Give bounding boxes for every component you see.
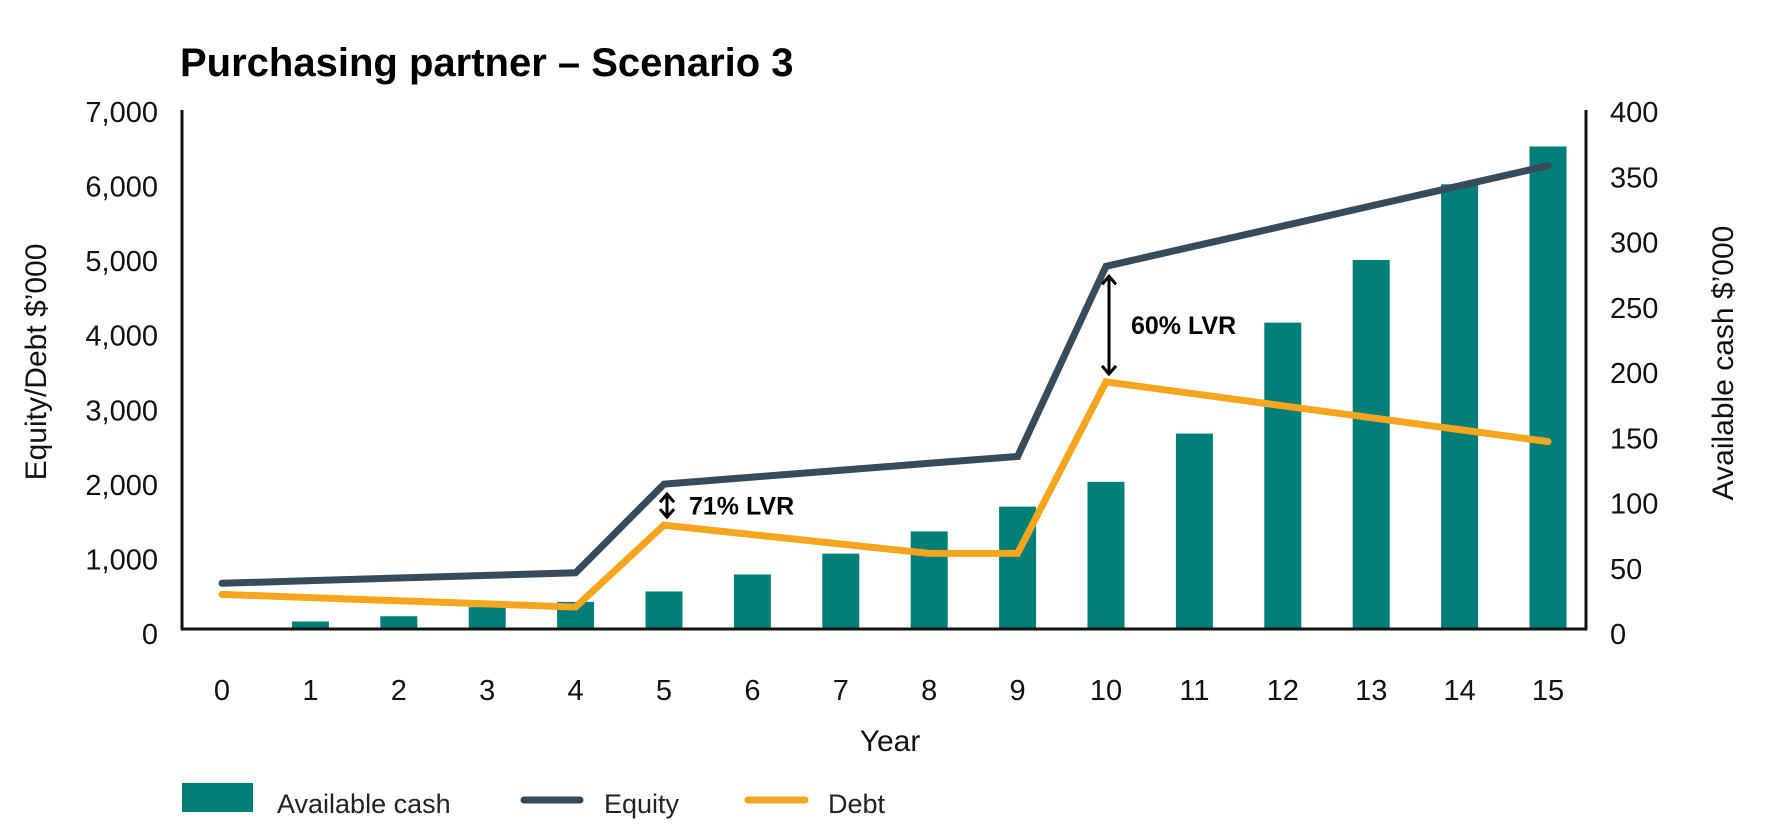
bar-available-cash-year-3 — [468, 607, 506, 628]
bar-available-cash-year-8 — [910, 531, 948, 628]
x-tick-label: 14 — [1443, 675, 1475, 707]
bar-available-cash-year-5 — [645, 591, 683, 628]
left-tick-label: 5,000 — [85, 246, 158, 278]
bar-available-cash-year-11 — [1175, 433, 1213, 628]
bar-available-cash-year-12 — [1264, 322, 1302, 628]
x-tick-label: 2 — [391, 675, 407, 707]
x-tick-label: 10 — [1090, 675, 1122, 707]
left-tick-label: 6,000 — [85, 172, 158, 204]
bar-available-cash-year-14 — [1441, 184, 1479, 629]
left-tick-label: 2,000 — [85, 470, 158, 502]
bar-available-cash-year-1 — [291, 621, 329, 628]
right-tick-label: 200 — [1610, 358, 1658, 390]
x-tick-label: 5 — [656, 675, 672, 707]
right-tick-label: 250 — [1610, 293, 1658, 325]
bar-available-cash-year-10 — [1087, 481, 1125, 628]
x-axis-ticks: 0 1 2 3 4 5 6 7 8 9 10 11 12 13 14 15 — [214, 675, 1564, 707]
right-tick-label: 50 — [1610, 554, 1642, 586]
x-axis-title: Year — [860, 725, 921, 758]
bar-available-cash-year-2 — [380, 616, 418, 628]
lvr-annotation-label: 60% LVR — [1131, 312, 1236, 340]
bar-available-cash-year-15 — [1529, 146, 1567, 628]
x-tick-label: 8 — [921, 675, 937, 707]
lvr-annotation: 60% LVR — [1100, 274, 1236, 377]
right-axis-ticks: 0 50 100 150 200 250 300 350 400 — [1610, 97, 1658, 651]
right-axis-title: Available cash $’000 — [1707, 226, 1740, 501]
arrow-down-icon — [1100, 364, 1118, 377]
x-tick-label: 15 — [1532, 675, 1564, 707]
lines-group — [218, 162, 1552, 611]
x-tick-label: 0 — [214, 675, 230, 707]
lvr-annotation: 71% LVR — [658, 491, 794, 521]
left-axis-ticks: 0 1,000 2,000 3,000 4,000 5,000 6,000 7,000 — [85, 97, 158, 651]
left-axis-title: Equity/Debt $’000 — [20, 244, 53, 481]
left-tick-label: 3,000 — [85, 395, 158, 427]
legend-label-available-cash: Available cash — [277, 789, 451, 819]
right-tick-label: 300 — [1610, 228, 1658, 260]
chart-title: Purchasing partner – Scenario 3 — [180, 41, 794, 85]
line-equity — [218, 162, 1552, 587]
x-tick-label: 7 — [833, 675, 849, 707]
bar-available-cash-year-13 — [1352, 259, 1390, 628]
x-tick-label: 6 — [744, 675, 760, 707]
x-tick-label: 11 — [1179, 675, 1209, 707]
bar-available-cash-year-6 — [733, 574, 771, 628]
left-tick-label: 4,000 — [85, 321, 158, 353]
right-tick-label: 350 — [1610, 162, 1658, 194]
lvr-annotation-label: 71% LVR — [689, 493, 794, 521]
bars-group — [291, 146, 1567, 629]
x-tick-label: 9 — [1010, 675, 1026, 707]
line-debt — [218, 378, 1552, 611]
x-tick-label: 13 — [1355, 675, 1387, 707]
legend-label-debt: Debt — [828, 789, 886, 819]
x-tick-label: 12 — [1267, 675, 1299, 707]
annotations-group: 71% LVR 60% LVR — [658, 274, 1236, 521]
right-tick-label: 0 — [1610, 619, 1626, 651]
legend: Available cash Equity Debt — [182, 783, 886, 819]
left-tick-label: 1,000 — [85, 544, 158, 576]
arrow-up-icon — [658, 491, 676, 504]
bar-available-cash-year-7 — [822, 553, 860, 628]
legend-swatch-available-cash — [182, 783, 253, 812]
x-tick-label: 3 — [479, 675, 495, 707]
right-tick-label: 100 — [1610, 489, 1658, 521]
left-tick-label: 0 — [142, 619, 158, 651]
x-tick-label: 4 — [568, 675, 584, 707]
right-tick-label: 150 — [1610, 423, 1658, 455]
legend-label-equity: Equity — [604, 789, 680, 819]
arrow-down-icon — [658, 508, 676, 520]
right-tick-label: 400 — [1610, 97, 1658, 129]
x-tick-label: 1 — [302, 675, 318, 707]
left-tick-label: 7,000 — [85, 97, 158, 129]
arrow-up-icon — [1100, 274, 1118, 286]
